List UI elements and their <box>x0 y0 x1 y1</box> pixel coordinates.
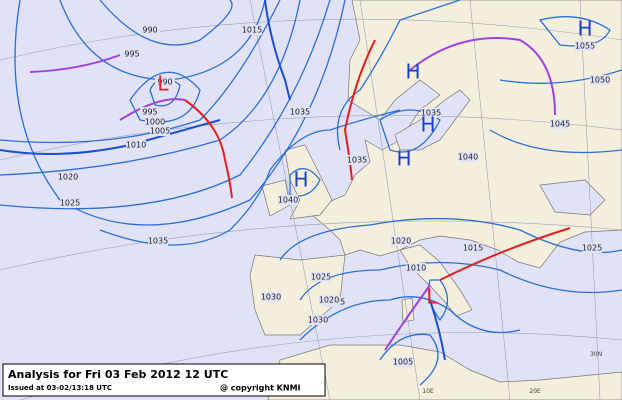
pressure-center: H <box>420 113 435 137</box>
isobar-label: 1035 <box>290 108 310 117</box>
label-bg <box>58 172 78 182</box>
isobar-label: 1015 <box>242 26 262 35</box>
inland-seas <box>394 89 606 216</box>
label-bg <box>308 315 328 325</box>
label-bg <box>406 263 426 273</box>
label-bg <box>145 117 165 127</box>
label-bg <box>278 195 298 205</box>
isobar-label: 1030 <box>308 316 328 325</box>
label-bg <box>463 243 483 253</box>
isobar-label: 1045 <box>550 120 570 129</box>
grid-label: 10E <box>422 388 434 395</box>
isobar-label: 1000 <box>145 118 165 127</box>
label-bg <box>311 272 331 282</box>
isobar-label: 1030 <box>261 293 281 302</box>
isobar-label: 990 <box>142 26 157 35</box>
legend-copyright: @ copyright KNMI <box>220 384 301 393</box>
label-bg <box>140 25 160 35</box>
label-bg <box>126 140 146 150</box>
isobar-label: 1005 <box>393 358 413 367</box>
isobar-label: 995 <box>142 108 157 117</box>
label-bg <box>122 49 142 59</box>
label-bg <box>290 107 310 117</box>
grid-labels: 10E 20E 30N <box>422 351 602 395</box>
grid-label: 20E <box>529 388 541 395</box>
label-bg <box>550 119 570 129</box>
label-bg <box>261 292 281 302</box>
pressure-center: H <box>405 60 420 84</box>
pressure-center: H <box>577 17 592 41</box>
isobar-labels: 9909951015995100010051010990102010251035… <box>58 25 610 367</box>
label-bg <box>319 295 339 305</box>
label-bg <box>582 243 602 253</box>
legend-issued: Issued at 03-02/13:18 UTC <box>8 384 112 392</box>
grid-label: 30N <box>590 351 602 358</box>
isobar-label: 1040 <box>458 153 478 162</box>
isobar-label: 1020 <box>58 173 78 182</box>
isobar-label: 1035 <box>421 109 441 118</box>
pressure-center: H <box>396 147 411 171</box>
label-bg <box>421 108 441 118</box>
isobar-label: 1035 <box>347 156 367 165</box>
label-bg <box>148 236 168 246</box>
isobar-label: 1055 <box>575 42 595 51</box>
label-bg <box>347 155 367 165</box>
isobar-label: 995 <box>124 50 139 59</box>
isobar-label: 1025 <box>582 244 602 253</box>
isobar-label: 1040 <box>278 196 298 205</box>
label-bg <box>458 152 478 162</box>
isobar-label: 1035 <box>148 237 168 246</box>
fronts <box>0 0 571 361</box>
pressure-center: H <box>293 168 308 192</box>
label-bg <box>393 357 413 367</box>
isobar-label: 1015 <box>463 244 483 253</box>
isobar-label: 1020 <box>391 237 411 246</box>
label-bg <box>155 77 175 87</box>
label-bg <box>391 236 411 246</box>
isobar-label: 1005 <box>150 127 170 136</box>
isobar-label: 1010 <box>406 264 426 273</box>
pressure-center: L <box>426 285 438 309</box>
legend-box <box>2 363 326 397</box>
pressure-center: L <box>157 72 169 96</box>
isobar-label: 990 <box>157 78 172 87</box>
label-bg <box>60 198 80 208</box>
legend-title: Analysis for Fri 03 Feb 2012 12 UTC <box>8 368 228 381</box>
label-bg <box>590 75 610 85</box>
isobar-label: 1050 <box>590 76 610 85</box>
label-bg <box>150 126 170 136</box>
label-bg <box>575 41 595 51</box>
isobar-label: 1020 <box>319 296 339 305</box>
label-bg <box>140 107 160 117</box>
isobar-label: 1025 <box>311 273 331 282</box>
label-bg <box>242 25 262 35</box>
isobar-label: 1010 <box>126 141 146 150</box>
isobar-label: 1025 <box>60 199 80 208</box>
